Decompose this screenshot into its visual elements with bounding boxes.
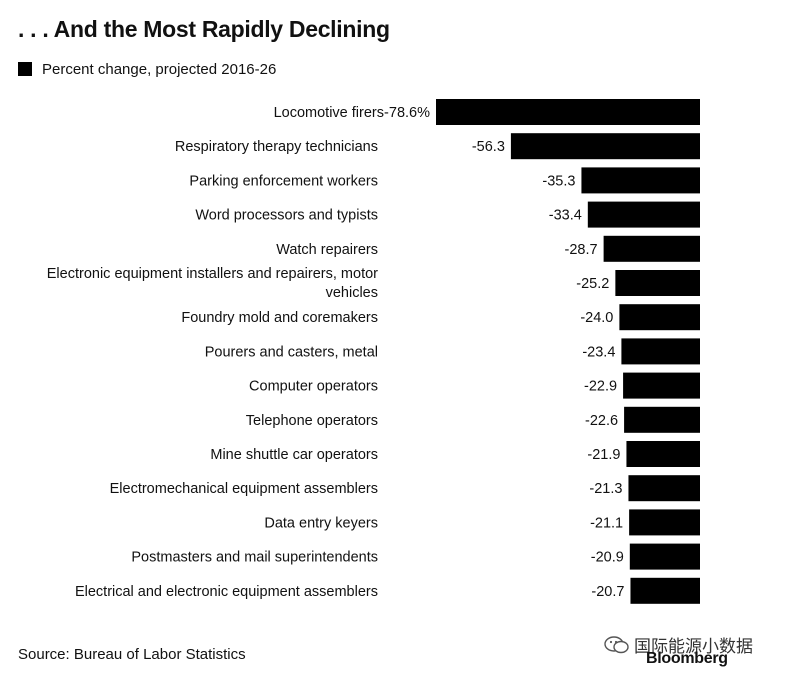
- category-label: Electronic equipment installers and repa…: [47, 266, 378, 301]
- bar: [587, 201, 700, 228]
- bar-value-label: -25.2: [576, 276, 609, 292]
- bloomberg-logo: Bloomberg: [646, 650, 728, 667]
- bar: [629, 509, 700, 536]
- category-label: Mine shuttle car operators: [210, 447, 378, 463]
- category-label: Computer operators: [249, 379, 378, 395]
- bar-value-label: -28.7: [565, 242, 598, 258]
- bar-value-label: -21.1: [590, 515, 623, 531]
- bar-value-label: -78.6%: [384, 105, 430, 121]
- bar-value-label: -21.3: [589, 481, 622, 497]
- category-label: Watch repairers: [276, 242, 378, 258]
- bar: [615, 270, 700, 296]
- bar-value-label: -33.4: [549, 208, 582, 224]
- bar: [621, 338, 700, 365]
- bar: [436, 99, 700, 125]
- bar-value-label: -24.0: [580, 310, 613, 326]
- bar-value-label: -35.3: [542, 173, 575, 189]
- bar-value-label: -22.9: [584, 379, 617, 395]
- bar-value-label: -20.7: [591, 584, 624, 600]
- bar: [629, 543, 700, 570]
- category-label: Word processors and typists: [195, 208, 378, 224]
- bar: [628, 475, 700, 502]
- category-label: Electromechanical equipment assemblers: [110, 481, 378, 497]
- legend: Percent change, projected 2016-26: [18, 60, 276, 78]
- bar: [510, 133, 700, 160]
- source-note: Source: Bureau of Labor Statistics: [18, 646, 246, 663]
- chart-title: . . . And the Most Rapidly Declining: [18, 16, 390, 42]
- bar: [581, 167, 700, 194]
- bar: [630, 577, 700, 604]
- category-label: Parking enforcement workers: [189, 173, 378, 189]
- bar-chart: -78.6%Locomotive firers -56.3 Respiratory …: [47, 99, 700, 604]
- bar-value-label: -20.9: [591, 550, 624, 566]
- bar: [623, 372, 700, 399]
- category-label: Pourers and casters, metal: [205, 344, 378, 360]
- wechat-icon: [604, 635, 629, 653]
- bar: [603, 235, 700, 262]
- legend-swatch: [18, 62, 32, 76]
- watermark-text: 国际能源小数据: [634, 637, 753, 656]
- category-label: Electrical and electronic equipment asse…: [75, 584, 378, 600]
- bar-value-label: -22.6: [585, 413, 618, 429]
- category-label: Respiratory therapy technicians: [175, 139, 378, 155]
- bar: [624, 406, 700, 433]
- category-label: Locomotive firers: [274, 105, 384, 121]
- bar: [619, 304, 700, 331]
- category-label: Postmasters and mail superintendents: [131, 550, 378, 566]
- legend-label: Percent change, projected 2016-26: [42, 60, 277, 78]
- bar-value-label: -23.4: [582, 344, 615, 360]
- category-label: Foundry mold and coremakers: [181, 310, 378, 326]
- watermark: 国际能源小数据: [604, 632, 753, 657]
- bar: [626, 441, 700, 467]
- bar-value-label: -56.3: [472, 139, 505, 155]
- category-label: Telephone operators: [246, 413, 378, 429]
- bar-value-label: -21.9: [587, 447, 620, 463]
- category-label: Data entry keyers: [264, 515, 378, 531]
